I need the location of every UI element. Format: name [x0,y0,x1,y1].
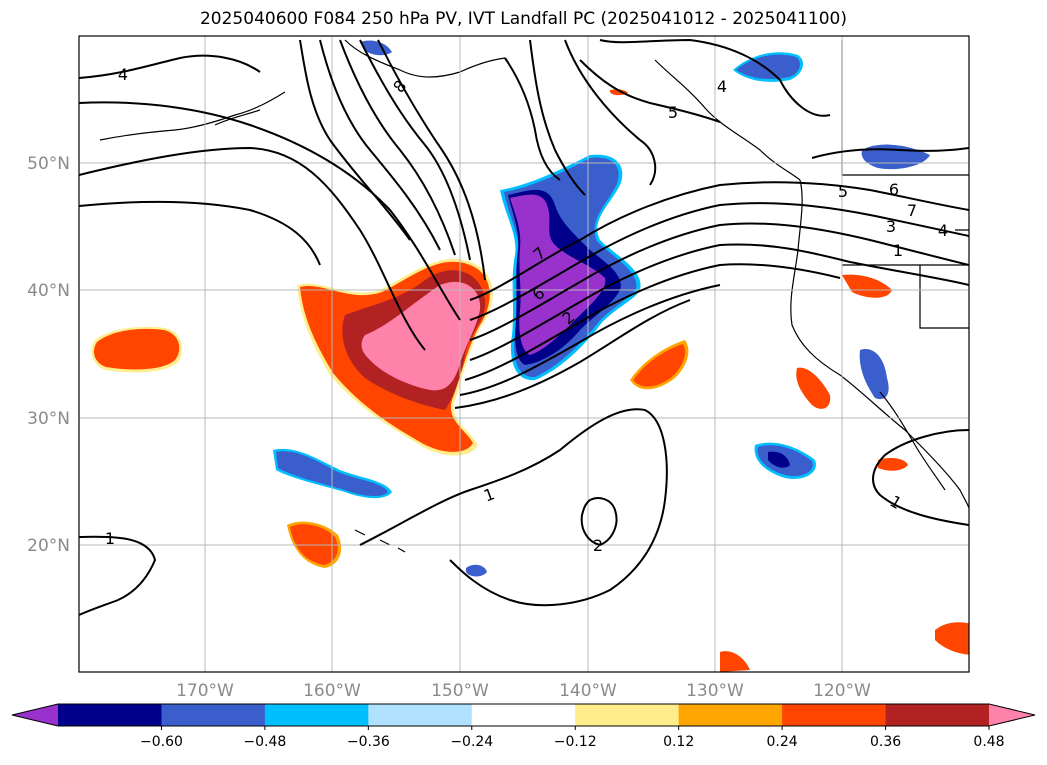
colorbar-segment [264,704,369,726]
colorbar-segment [885,704,990,726]
contour-label: 1 [893,241,903,260]
colorbar-extend-max [989,704,1035,726]
contour-label: 1 [105,529,115,548]
pv-positive-anomaly-main [297,258,493,456]
contour-label: 5 [838,182,848,201]
colorbar-segment [678,704,783,726]
contour-label: 4 [938,221,948,240]
colorbar-tick-label: 0.36 [870,734,901,750]
lat-label-50n: 50°N [27,154,70,174]
colorbar-tick-label: −0.12 [554,734,597,750]
lon-label-140w: 140°W [559,681,617,701]
lon-label-170w: 170°W [176,681,234,701]
colorbar-segment [782,704,887,726]
contour-label: 7 [907,201,917,220]
grid-lines [79,36,969,672]
lon-label-130w: 130°W [686,681,744,701]
lon-label-150w: 150°W [431,681,489,701]
lon-label-160w: 160°W [303,681,361,701]
colorbar-outline [11,703,1036,727]
lat-label-40n: 40°N [27,281,70,301]
latitude-labels: 50°N 40°N 30°N 20°N [27,154,70,556]
contour-label: 4 [118,65,128,84]
ivt-contours [79,38,969,616]
colorbar-segment [575,704,680,726]
colorbar-segment [161,704,266,726]
longitude-labels: 170°W 160°W 150°W 140°W 130°W 120°W [176,681,871,701]
page-title: 2025040600 F084 250 hPa PV, IVT Landfall… [199,9,847,29]
contour-label: 4 [717,77,727,96]
colorbar-tick-label: −0.48 [243,734,286,750]
lat-label-30n: 30°N [27,409,70,429]
colorbar-segment [471,704,576,726]
lon-label-120w: 120°W [813,681,871,701]
colorbar-segment [58,704,162,726]
colorbar: −0.60 −0.48 −0.36 −0.24 −0.12 0.12 0.24 0.36 0.4… [11,703,1036,750]
colorbar-tick-label: −0.36 [347,734,390,750]
contour-label: 2 [593,536,603,555]
colorbar-tick-label: −0.24 [450,734,493,750]
map-frame [78,35,970,673]
contour-label: 5 [668,103,678,122]
colorbar-segment [368,704,473,726]
map-layers: 4 8 4 5 5 6 7 3 4 1 7 6 2 1 2 1 1 [79,36,969,672]
colorbar-extend-min [12,704,58,726]
colorbar-tick-label: 0.48 [973,734,1004,750]
lat-label-20n: 20°N [27,536,70,556]
colorbar-tick-label: −0.60 [140,734,183,750]
contour-label: 6 [889,180,899,199]
contour-label: 3 [886,217,896,236]
colorbar-tick-label: 0.12 [663,734,694,750]
colorbar-tick-label: 0.24 [767,734,798,750]
pv-small-blobs [91,40,969,672]
